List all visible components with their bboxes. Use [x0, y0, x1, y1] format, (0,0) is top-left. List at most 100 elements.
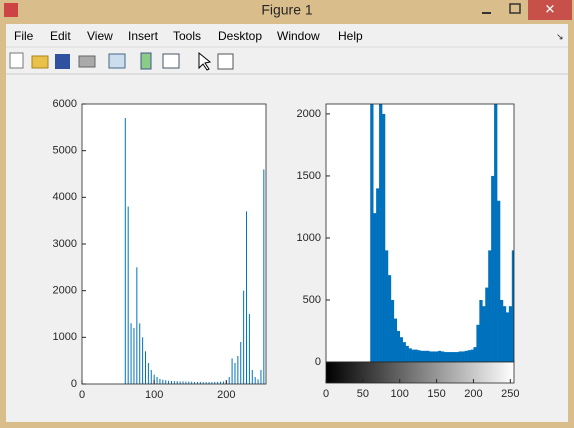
dock-arrow[interactable]: ↘	[556, 31, 564, 41]
bar	[382, 113, 386, 362]
legend-icon[interactable]	[162, 53, 180, 69]
y-tick-label: 6000	[53, 98, 77, 110]
bar	[417, 350, 421, 362]
x-tick-label: 50	[357, 388, 369, 400]
open-icon[interactable]	[31, 55, 49, 69]
y-tick-label: 500	[303, 294, 321, 306]
bar	[373, 213, 377, 362]
x-tick-label: 200	[464, 388, 482, 400]
menu-item[interactable]: Window	[277, 29, 320, 43]
y-tick-label: 3000	[53, 238, 77, 250]
bar	[405, 345, 409, 362]
bar	[511, 250, 514, 362]
x-tick-label: 250	[501, 388, 519, 400]
y-tick-label: 0	[315, 356, 321, 368]
menu-item[interactable]: File	[14, 29, 34, 43]
toolbar	[9, 51, 234, 71]
bar	[370, 104, 374, 362]
x-tick-label: 150	[427, 388, 445, 400]
menu-item[interactable]: Edit	[50, 29, 71, 43]
menu-item[interactable]: View	[87, 29, 113, 43]
plot-area	[370, 104, 514, 362]
bar	[446, 352, 451, 362]
x-tick-label: 100	[145, 389, 163, 401]
print-icon[interactable]	[78, 55, 96, 68]
bar	[508, 306, 513, 362]
new-icon[interactable]	[9, 52, 24, 69]
window-title: Figure 1	[261, 2, 313, 18]
bar	[497, 200, 501, 362]
bar	[443, 352, 448, 362]
maximize-button[interactable]	[502, 0, 528, 20]
x-tick-label: 100	[391, 388, 409, 400]
menu-item[interactable]: Help	[338, 29, 363, 43]
menu-bar: File Edit View Insert Tools Desktop Window Help	[14, 29, 363, 43]
y-tick-label: 4000	[53, 191, 77, 203]
bar	[488, 250, 492, 362]
bar	[435, 351, 439, 362]
plot-area	[124, 118, 265, 384]
bar	[473, 347, 477, 362]
colorbar	[325, 361, 515, 384]
y-tick-label: 5000	[53, 145, 77, 157]
bar	[467, 350, 471, 362]
x-tick-label: 200	[217, 389, 235, 401]
bar	[379, 104, 383, 362]
y-tick-label: 2000	[297, 108, 321, 120]
bar	[411, 349, 415, 362]
bar	[464, 350, 468, 362]
bar	[441, 351, 445, 362]
menu-item[interactable]: Insert	[128, 29, 159, 43]
y-tick-label: 1000	[53, 331, 77, 343]
link-icon[interactable]	[108, 53, 126, 69]
menu-item[interactable]: Tools	[173, 29, 201, 43]
close-button[interactable]	[528, 0, 572, 20]
menu-item[interactable]: Desktop	[218, 29, 262, 43]
axes-background	[82, 104, 266, 384]
bar	[449, 352, 454, 362]
bar	[458, 351, 462, 362]
close-glyph: ✕	[545, 1, 556, 16]
bar	[470, 349, 474, 362]
bar	[384, 250, 389, 362]
bar	[390, 299, 395, 362]
bar	[494, 104, 498, 362]
bar	[485, 287, 489, 362]
x-tick-label: 0	[323, 388, 329, 400]
bar	[482, 306, 486, 362]
bar	[455, 352, 460, 362]
bar	[505, 312, 510, 362]
bar	[438, 350, 442, 362]
bar	[432, 351, 436, 362]
bar	[376, 188, 380, 362]
pointer-icon[interactable]	[198, 51, 212, 71]
colorbar-icon[interactable]	[140, 52, 152, 70]
minimize-button[interactable]	[474, 0, 500, 20]
bar	[502, 306, 507, 362]
bar	[420, 350, 424, 362]
bar	[476, 324, 480, 362]
y-tick-label: 1000	[297, 232, 321, 244]
bar	[399, 337, 403, 362]
bar	[414, 349, 418, 362]
bar	[402, 342, 406, 362]
bar	[499, 299, 504, 362]
property-icon[interactable]	[217, 53, 234, 70]
y-tick-label: 0	[71, 378, 77, 390]
bar	[461, 351, 465, 362]
bar	[479, 299, 483, 362]
bar	[408, 348, 412, 362]
bar	[393, 318, 398, 362]
bar	[396, 330, 401, 362]
bar	[387, 275, 392, 362]
bar	[491, 175, 495, 362]
x-tick-label: 0	[79, 389, 85, 401]
bar	[423, 350, 427, 362]
y-tick-label: 1500	[297, 170, 321, 182]
bar	[426, 350, 430, 362]
bar	[429, 351, 433, 362]
bar	[452, 352, 457, 362]
save-icon[interactable]	[55, 54, 70, 69]
maximize-glyph	[509, 3, 521, 14]
